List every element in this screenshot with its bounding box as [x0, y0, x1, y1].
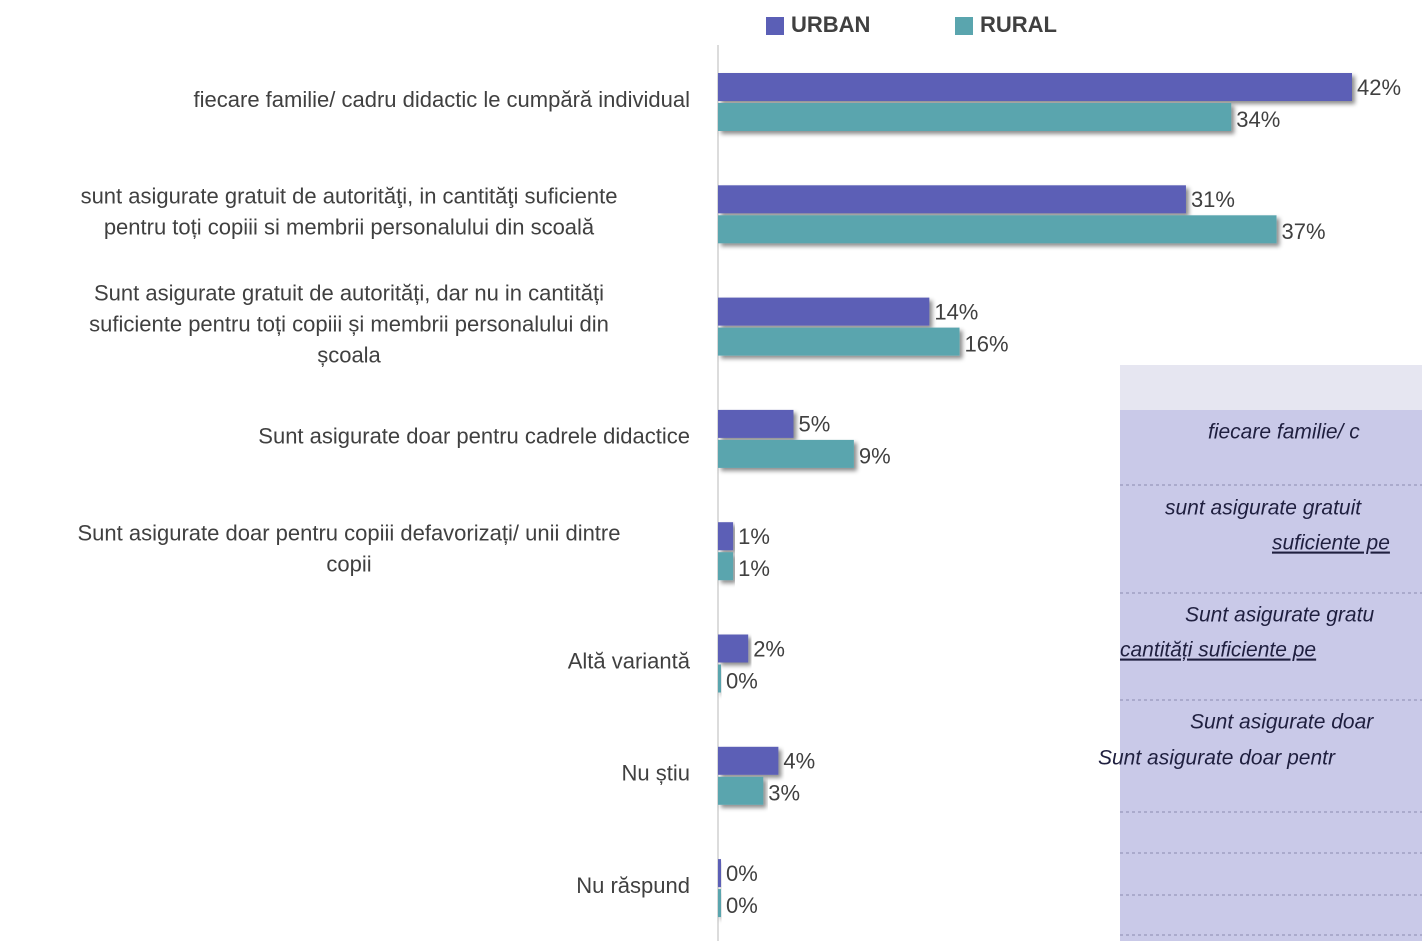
bar [718, 746, 779, 775]
bar [718, 215, 1277, 244]
bar [718, 185, 1186, 214]
category-label: Sunt asigurate gratuit de autorități, da… [94, 280, 604, 305]
bar [718, 776, 764, 805]
value-label: 9% [859, 444, 891, 469]
table-header [1120, 365, 1422, 410]
value-label: 4% [783, 749, 815, 774]
legend-swatch [766, 17, 784, 35]
bar [718, 522, 734, 551]
bar [718, 889, 721, 918]
legend-label: URBAN [791, 12, 870, 37]
value-label: 3% [768, 781, 800, 806]
value-label: 2% [753, 636, 785, 661]
bar [718, 409, 794, 438]
table-text: sunt asigurate gratuit [1165, 497, 1362, 520]
value-label: 37% [1282, 219, 1326, 244]
legend-swatch [955, 17, 973, 35]
bar [718, 73, 1352, 101]
bar [718, 859, 721, 888]
table-text: Sunt asigurate gratu [1185, 604, 1374, 627]
bar [718, 439, 854, 468]
value-label: 31% [1191, 187, 1235, 212]
value-label: 1% [738, 524, 770, 549]
category-label: Sunt asigurate doar pentru cadrele didac… [258, 424, 690, 449]
value-label: 0% [726, 861, 758, 886]
table-text: suficiente pe [1272, 532, 1390, 555]
category-label: fiecare familie/ cadru didactic le cumpă… [194, 87, 690, 112]
bar [718, 297, 930, 326]
category-label: Altă variantă [568, 648, 691, 673]
bar [718, 634, 749, 663]
table-body [1120, 410, 1422, 941]
category-label: Sunt asigurate doar pentru copiii defavo… [78, 521, 621, 546]
category-label: copii [326, 552, 371, 577]
value-label: 0% [726, 893, 758, 918]
category-label: sunt asigurate gratuit de autorităţi, in… [81, 184, 618, 209]
category-label: Nu știu [622, 761, 690, 786]
table-overlay: fiecare familie/ c sunt asigurate gratui… [1098, 365, 1422, 941]
category-label: suficiente pentru toți copiii și membrii… [89, 311, 609, 336]
category-label: pentru toți copiii si membrii personalul… [104, 215, 595, 240]
value-label: 0% [726, 668, 758, 693]
value-label: 5% [798, 412, 830, 437]
bar [718, 103, 1232, 131]
table-text: cantități suficiente pe [1120, 639, 1316, 662]
value-label: 1% [738, 556, 770, 581]
bar [718, 327, 960, 356]
table-text: Sunt asigurate doar pentr [1098, 747, 1336, 770]
legend-label: RURAL [980, 12, 1057, 37]
value-label: 16% [965, 331, 1009, 356]
bar [718, 664, 721, 693]
value-label: 14% [934, 299, 978, 324]
table-text: fiecare familie/ c [1208, 421, 1360, 444]
value-label: 42% [1357, 75, 1401, 100]
category-label: școala [317, 342, 381, 367]
category-label: Nu răspund [576, 873, 690, 898]
bar [718, 552, 734, 581]
table-text: Sunt asigurate doar [1190, 711, 1374, 734]
value-label: 34% [1236, 107, 1280, 132]
